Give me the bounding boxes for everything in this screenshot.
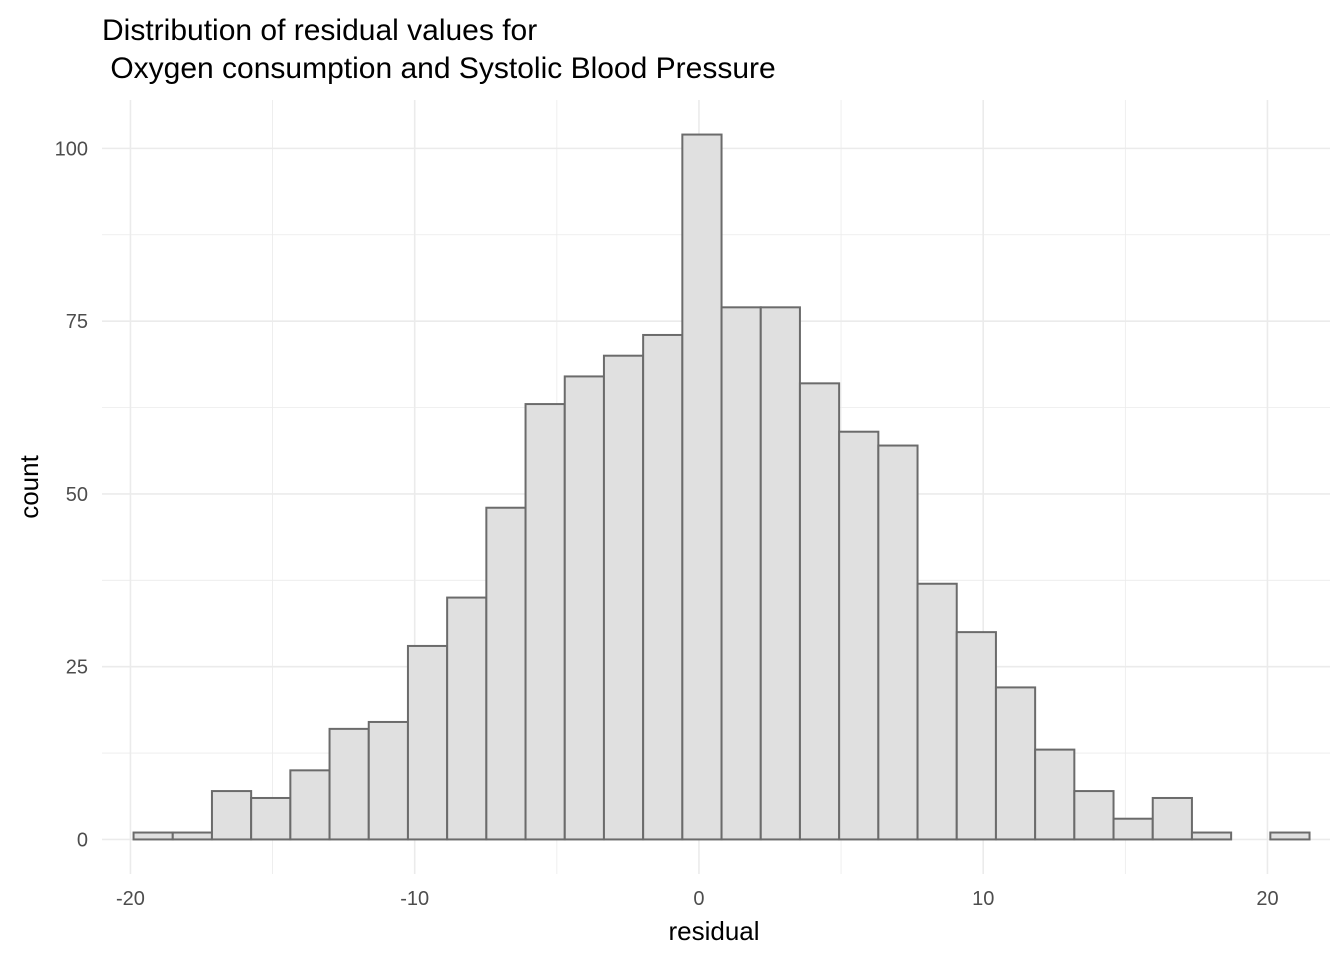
histogram-bar [446, 596, 488, 841]
y-tick-label: 0 [77, 829, 88, 851]
histogram-bar [1073, 790, 1115, 841]
x-tick-label: 0 [693, 888, 704, 910]
histogram-bar [406, 644, 449, 841]
histogram-bar [681, 133, 723, 841]
histogram-bar [485, 506, 527, 841]
histogram-bar [289, 769, 331, 841]
histogram-bar [171, 831, 213, 841]
y-axis-title: count [14, 454, 44, 518]
x-tick-label: 10 [972, 888, 994, 910]
histogram-bar [759, 306, 801, 841]
histogram-bar [210, 790, 253, 841]
x-tick-label: -10 [400, 888, 429, 910]
histogram-bar [1269, 831, 1311, 841]
histogram-bar [720, 306, 762, 841]
x-axis-title: residual [668, 916, 759, 946]
chart-title-line-1: Distribution of residual values for [102, 14, 537, 47]
histogram-bar [1151, 796, 1193, 841]
histogram-bar [642, 333, 684, 841]
histogram-bar [1034, 748, 1076, 841]
histogram-bar [798, 382, 841, 841]
histogram-bar [524, 403, 566, 841]
histogram-bar [602, 354, 645, 841]
y-tick-label: 25 [66, 657, 88, 679]
histogram-bar [1190, 831, 1233, 841]
histogram-bar [250, 796, 292, 841]
chart-title-line-2: Oxygen consumption and Systolic Blood Pr… [102, 52, 776, 85]
histogram-bar [877, 444, 919, 841]
y-tick-label: 50 [66, 484, 88, 506]
x-tick-label: 20 [1256, 888, 1278, 910]
y-axis-ticks: 0 25 50 75 100 [55, 138, 88, 851]
x-tick-label: -20 [116, 888, 145, 910]
histogram-bar [838, 430, 880, 841]
histogram-bar [367, 720, 409, 841]
histogram-bar [994, 686, 1037, 841]
histogram-bar [955, 631, 997, 841]
histogram-bar [916, 582, 958, 841]
y-tick-label: 100 [55, 138, 88, 160]
histogram-bar [1112, 817, 1154, 841]
histogram-bar [563, 375, 605, 841]
y-tick-label: 75 [66, 311, 88, 333]
x-axis-ticks: -20 -10 0 10 20 [116, 888, 1279, 910]
histogram-bars [132, 133, 1311, 841]
histogram-bar [132, 831, 174, 841]
histogram-bar [328, 727, 370, 841]
